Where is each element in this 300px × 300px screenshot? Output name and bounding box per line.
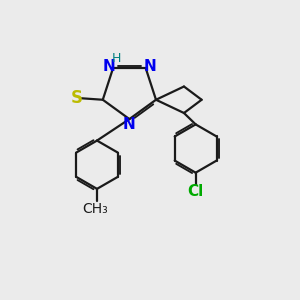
Text: N: N [143,58,156,74]
Text: N: N [103,58,116,74]
Text: S: S [70,89,82,107]
Text: CH₃: CH₃ [83,202,108,216]
Text: Cl: Cl [188,184,204,199]
Text: N: N [123,117,136,132]
Text: H: H [112,52,121,65]
